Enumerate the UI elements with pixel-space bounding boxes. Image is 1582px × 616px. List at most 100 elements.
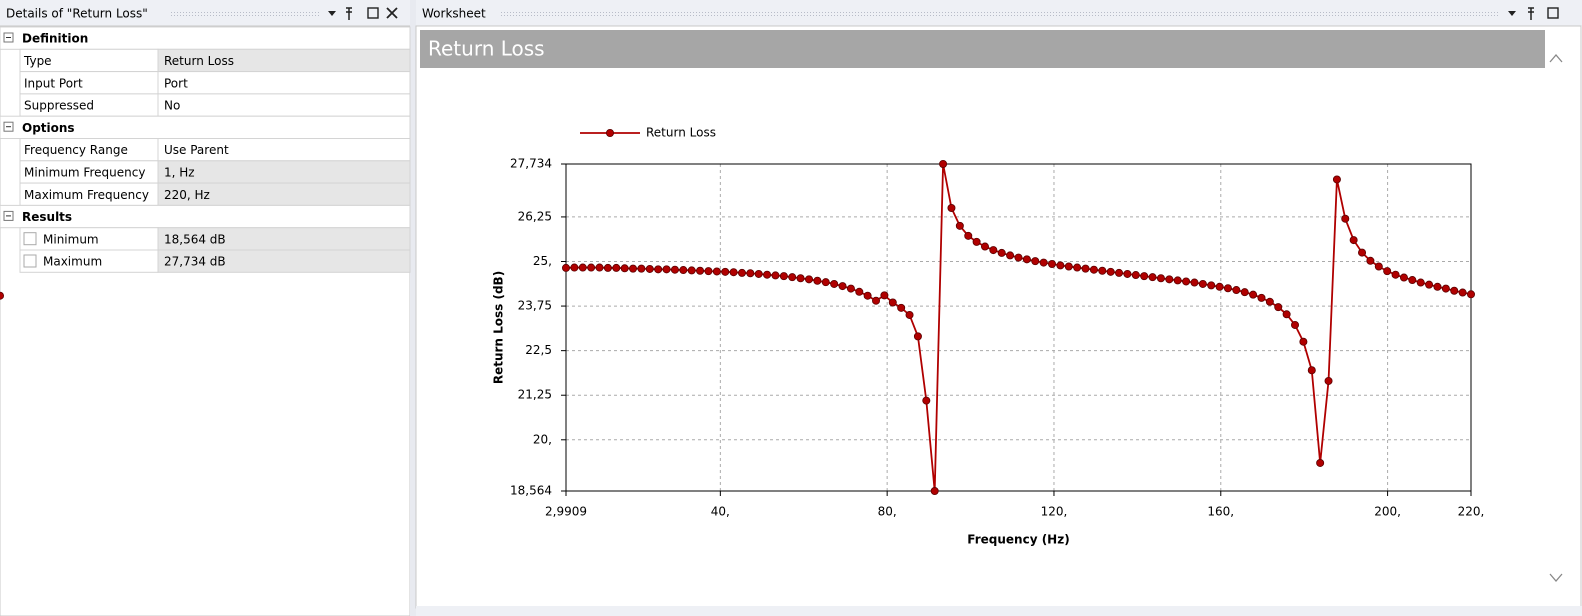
data-point xyxy=(1131,271,1140,280)
data-point xyxy=(1173,276,1182,285)
data-point xyxy=(595,263,604,272)
x-tick-label: 220, xyxy=(1458,505,1485,519)
data-point xyxy=(570,263,579,272)
data-point xyxy=(1282,310,1291,319)
data-point xyxy=(863,291,872,300)
data-point xyxy=(1249,290,1258,299)
data-point xyxy=(897,303,906,312)
group-name: Options xyxy=(22,121,75,135)
data-point xyxy=(1299,337,1308,346)
splitter[interactable] xyxy=(410,0,416,616)
legend-label: Return Loss xyxy=(646,126,716,140)
data-point xyxy=(1458,288,1467,297)
data-point xyxy=(830,279,839,288)
data-point xyxy=(1198,279,1207,288)
data-point xyxy=(1467,290,1476,299)
pin-icon[interactable] xyxy=(1528,7,1534,20)
data-point xyxy=(788,273,797,282)
data-point xyxy=(930,486,939,495)
data-point xyxy=(1257,293,1266,302)
row-value: Return Loss xyxy=(164,54,234,68)
scroll-up[interactable] xyxy=(1549,54,1563,63)
data-point xyxy=(746,269,755,278)
data-point xyxy=(880,291,889,300)
data-point xyxy=(704,267,713,276)
data-point xyxy=(603,263,612,272)
data-point xyxy=(1022,255,1031,264)
data-point xyxy=(763,270,772,279)
data-point xyxy=(1182,277,1191,286)
row-value-cell xyxy=(157,249,411,273)
maximize-icon[interactable] xyxy=(1547,7,1559,19)
row-label: Maximum Frequency xyxy=(24,188,149,202)
data-point xyxy=(670,265,679,274)
data-point xyxy=(1425,280,1434,289)
data-point xyxy=(1274,303,1283,312)
footer-bar xyxy=(416,606,1582,616)
data-point xyxy=(1366,256,1375,265)
x-tick-label: 200, xyxy=(1374,505,1401,519)
close-icon[interactable] xyxy=(386,7,398,19)
data-point xyxy=(1349,236,1358,245)
plot-frame xyxy=(565,163,1472,492)
data-point xyxy=(846,284,855,293)
data-point xyxy=(1089,265,1098,274)
data-point xyxy=(1031,257,1040,266)
data-point xyxy=(838,282,847,291)
data-point xyxy=(1156,274,1165,283)
worksheet-heading: Return Loss xyxy=(428,37,545,61)
details-title: Details of "Return Loss" xyxy=(6,7,148,21)
row-value: 220, Hz xyxy=(164,188,210,202)
data-point xyxy=(1316,458,1325,467)
row-label: Type xyxy=(23,54,52,68)
header-grip xyxy=(500,10,1500,16)
row-value: No xyxy=(164,99,180,113)
data-point xyxy=(872,296,881,305)
y-tick-label: 25, xyxy=(533,254,552,268)
data-point xyxy=(1064,262,1073,271)
data-point xyxy=(679,266,688,275)
data-point xyxy=(1307,366,1316,375)
data-point xyxy=(1408,276,1417,285)
data-point xyxy=(1232,286,1241,295)
x-axis-label: Frequency (Hz) xyxy=(967,533,1069,547)
dropdown-icon[interactable] xyxy=(1508,11,1516,16)
data-point xyxy=(905,310,914,319)
data-point xyxy=(888,298,897,307)
data-point xyxy=(964,231,973,240)
data-point xyxy=(1039,258,1048,267)
checkbox[interactable] xyxy=(23,254,37,268)
data-point xyxy=(620,264,629,273)
data-point xyxy=(654,265,663,274)
scrollbar[interactable] xyxy=(1546,30,1566,606)
data-point xyxy=(1048,259,1057,268)
header-grip xyxy=(170,10,320,16)
data-point xyxy=(997,248,1006,257)
data-point xyxy=(712,267,721,276)
data-point xyxy=(855,287,864,296)
data-point xyxy=(1332,175,1341,184)
data-point xyxy=(1140,272,1149,281)
y-tick-label: 26,25 xyxy=(518,209,552,223)
data-point xyxy=(1383,267,1392,276)
row-label: Minimum xyxy=(43,232,99,246)
data-point xyxy=(913,332,922,341)
data-point xyxy=(1391,270,1400,279)
dropdown-icon[interactable] xyxy=(328,11,336,16)
plot-area xyxy=(566,164,1471,491)
data-point xyxy=(1215,282,1224,291)
pin-icon[interactable] xyxy=(346,7,352,20)
data-point xyxy=(779,272,788,281)
data-point xyxy=(1416,278,1425,287)
checkbox[interactable] xyxy=(23,232,37,246)
y-axis-label: Return Loss (dB) xyxy=(492,271,506,384)
row-value-cell xyxy=(157,93,411,117)
data-point xyxy=(1014,253,1023,262)
row-label: Frequency Range xyxy=(24,143,128,157)
maximize-icon[interactable] xyxy=(367,7,379,19)
data-point xyxy=(1123,269,1132,278)
data-point xyxy=(1056,261,1065,270)
row-value: Port xyxy=(164,76,188,90)
row-value-cell xyxy=(157,71,411,95)
scroll-down[interactable] xyxy=(1549,573,1563,582)
